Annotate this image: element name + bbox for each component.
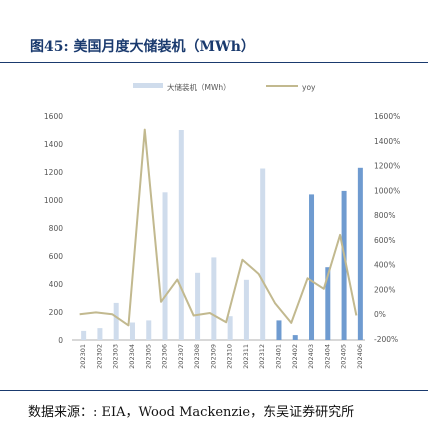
bar	[146, 320, 152, 340]
y-tick-label: 0	[58, 336, 63, 345]
legend: 大储装机（MWh） yoy	[133, 82, 316, 92]
bar	[325, 267, 331, 340]
bar	[309, 194, 315, 340]
x-tick-label: 202302	[95, 344, 103, 369]
y2-tick-label: 600%	[374, 236, 395, 245]
y-tick-label: 1200	[44, 168, 63, 177]
y2-tick-label: 1200%	[374, 162, 400, 171]
title-divider	[0, 62, 428, 63]
x-tick-label: 202303	[112, 344, 120, 369]
bar	[211, 257, 217, 340]
bar	[341, 190, 347, 340]
bar	[178, 130, 184, 340]
y-tick-label: 1000	[44, 196, 63, 205]
x-tick-label: 202311	[242, 344, 250, 369]
y2-tick-label: -200%	[374, 335, 398, 344]
bar	[97, 328, 103, 340]
chart-title: 图45: 美国月度大储装机（MWh）	[30, 39, 255, 55]
source-note: 数据来源：: EIA，Wood Mackenzie，东吴证券研究所	[28, 405, 355, 420]
x-tick-label: 202305	[144, 344, 152, 369]
x-tick-label: 202301	[79, 344, 87, 369]
x-tick-label: 202404	[323, 344, 331, 369]
y2-tick-label: 200%	[374, 285, 395, 294]
y2-tick-label: 800%	[374, 211, 395, 220]
y-tick-label: 1400	[44, 140, 63, 149]
y2-tick-label: 1400%	[374, 137, 400, 146]
y2-tick-label: 1600%	[374, 112, 400, 121]
bar	[113, 302, 119, 340]
bar	[276, 320, 282, 340]
legend-bar-label: 大储装机（MWh）	[167, 82, 231, 92]
footer-divider	[0, 390, 428, 391]
bar	[292, 335, 298, 340]
x-tick-label: 202405	[340, 344, 348, 369]
x-tick-label: 202309	[209, 344, 217, 369]
y-tick-label: 800	[49, 224, 64, 233]
bar	[81, 330, 87, 340]
legend-line-label: yoy	[302, 83, 316, 92]
legend-bar-swatch	[133, 83, 163, 88]
x-tick-label: 202304	[128, 344, 136, 369]
plot-area: 0 200 400 600 800 1000 1200 1400 1600 -200% 0% 200%…	[44, 112, 400, 369]
x-tick-label: 202402	[291, 344, 299, 369]
y-tick-label: 200	[49, 308, 64, 317]
x-tick-label: 202401	[274, 344, 282, 369]
bar	[227, 316, 233, 340]
y-tick-label: 400	[49, 280, 64, 289]
x-tick-label: 202312	[258, 344, 266, 369]
x-tick-label: 202308	[193, 344, 201, 369]
bar	[243, 279, 249, 340]
bar	[129, 322, 135, 340]
bar	[162, 192, 168, 340]
x-tick-label: 202306	[161, 344, 169, 369]
y2-tick-label: 1000%	[374, 186, 400, 195]
bar	[260, 168, 266, 340]
y-tick-label: 1600	[44, 112, 63, 121]
y2-tick-label: 400%	[374, 261, 395, 270]
bar	[357, 167, 363, 340]
x-tick-label: 202403	[307, 344, 315, 369]
bar	[195, 272, 201, 340]
x-tick-label: 202307	[177, 344, 185, 369]
y-tick-label: 600	[49, 252, 64, 261]
y2-tick-label: 0%	[374, 310, 386, 319]
yoy-line	[79, 128, 358, 327]
x-tick-label: 202310	[226, 344, 234, 369]
x-tick-label: 202406	[356, 344, 364, 369]
